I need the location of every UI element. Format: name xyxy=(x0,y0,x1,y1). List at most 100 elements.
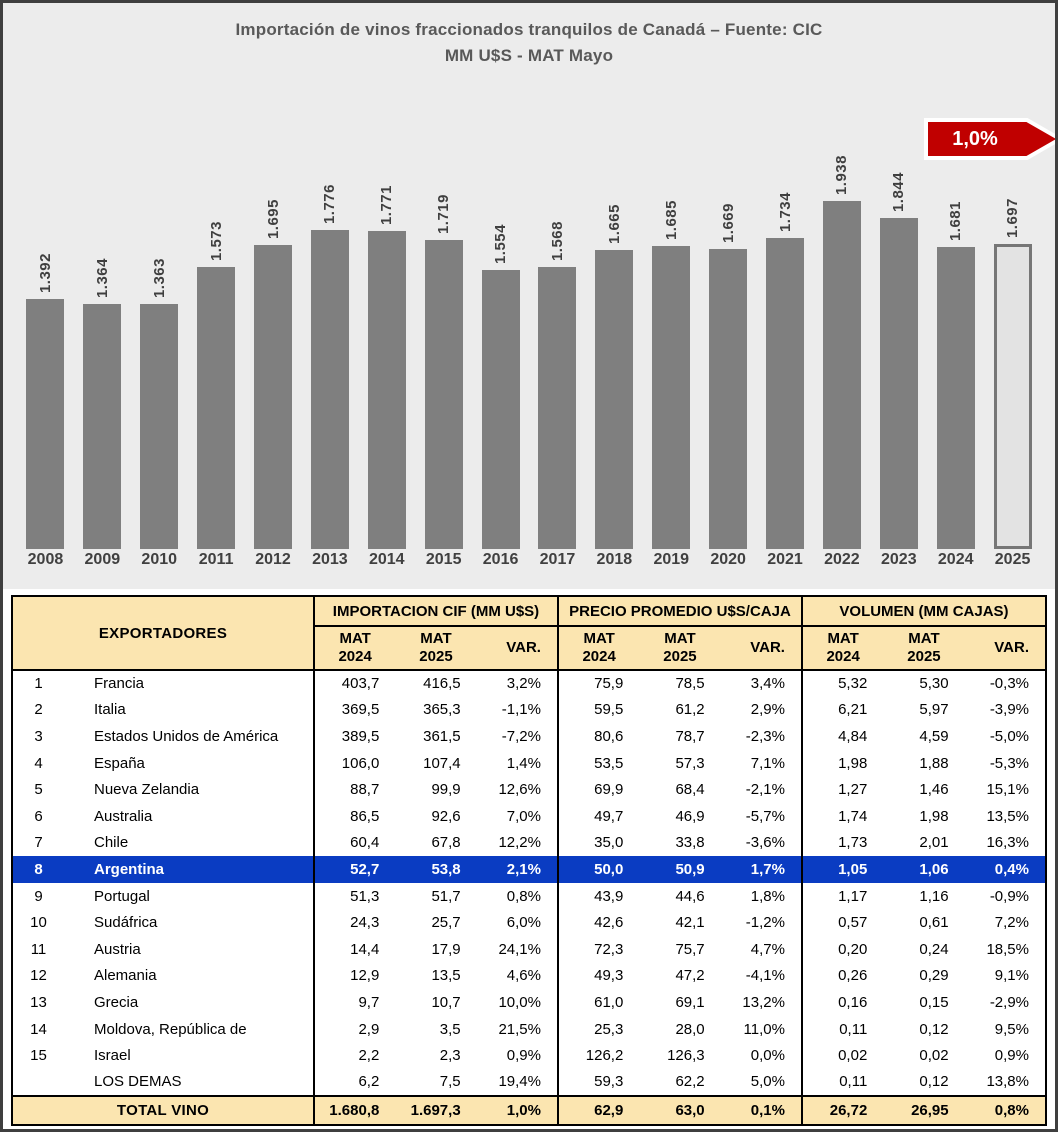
cell-cif-mat2025: 53,8 xyxy=(395,856,477,883)
cell-cif-var: 0,9% xyxy=(476,1042,558,1069)
exportadores-header: EXPORTADORES xyxy=(12,596,314,671)
row-rank: 1 xyxy=(12,670,64,697)
x-axis-label: 2025 xyxy=(994,551,1031,568)
cell-precio-var: 13,2% xyxy=(720,989,802,1016)
bar-chart-section: Importación de vinos fraccionados tranqu… xyxy=(3,3,1055,589)
cell-precio-var: 2,9% xyxy=(720,696,802,724)
row-exporter-name: Grecia xyxy=(64,989,314,1016)
subheader-volumen-mat2024: MAT 2024 xyxy=(800,626,884,671)
cell-cif-mat2024: 12,9 xyxy=(312,962,396,990)
row-rank: 4 xyxy=(12,749,64,777)
cell-volumen-mat2024: 0,11 xyxy=(800,1015,884,1043)
cell-cif-var: 3,2% xyxy=(476,670,558,697)
cell-cif-mat2024: 51,3 xyxy=(312,882,396,910)
subheader-cif-mat2025: MAT 2025 xyxy=(395,626,477,671)
total-precio-var: 0,1% xyxy=(720,1094,802,1125)
cell-volumen-var: 13,8% xyxy=(964,1068,1046,1096)
cell-precio-mat2024: 59,5 xyxy=(556,696,640,724)
cell-cif-var: 4,6% xyxy=(476,962,558,990)
table-row: 12 Alemania 12,9 13,5 4,6% 49,3 47,2 -4,1% 0,26 0… xyxy=(12,962,1046,990)
cell-precio-var: 1,8% xyxy=(720,882,802,910)
bar-column: 1.771 xyxy=(358,185,415,549)
subheader-precio-mat2024: MAT 2024 xyxy=(556,626,640,671)
cell-volumen-var: -5,0% xyxy=(964,723,1046,750)
table-row: 5 Nueva Zelandia 88,7 99,9 12,6% 69,9 68,4 -2,1… xyxy=(12,776,1046,803)
x-axis-label: 2019 xyxy=(653,551,690,568)
row-exporter-name: Israel xyxy=(64,1042,314,1069)
row-exporter-name: España xyxy=(64,749,314,777)
cell-volumen-mat2024: 5,32 xyxy=(800,670,884,697)
bar-column: 1.844 xyxy=(870,172,927,549)
cell-volumen-var: -0,9% xyxy=(964,882,1046,910)
cell-precio-mat2025: 78,5 xyxy=(639,670,721,697)
cell-cif-mat2024: 9,7 xyxy=(312,989,396,1016)
cell-cif-mat2024: 2,2 xyxy=(312,1042,396,1069)
cell-volumen-mat2025: 0,02 xyxy=(883,1042,965,1069)
cell-volumen-var: 16,3% xyxy=(964,829,1046,857)
table-group-header-row: EXPORTADORES IMPORTACION CIF (MM U$S) PR… xyxy=(12,596,1046,671)
cell-volumen-var: -2,9% xyxy=(964,989,1046,1016)
cell-cif-mat2025: 67,8 xyxy=(395,829,477,857)
cell-volumen-mat2024: 4,84 xyxy=(800,723,884,750)
cell-cif-mat2025: 51,7 xyxy=(395,882,477,910)
cell-cif-mat2024: 2,9 xyxy=(312,1015,396,1043)
table-row: 10 Sudáfrica 24,3 25,7 6,0% 42,6 42,1 -1,2% 0,57… xyxy=(12,909,1046,936)
bar xyxy=(140,304,179,549)
row-exporter-name: Australia xyxy=(64,802,314,830)
cell-precio-mat2025: 42,1 xyxy=(639,909,721,936)
row-rank: 9 xyxy=(12,882,64,910)
table-row: 1 Francia 403,7 416,5 3,2% 75,9 78,5 3,4% 5,32 5,… xyxy=(12,670,1046,697)
bar-column: 1.719 xyxy=(415,194,472,549)
growth-badge-value: 1,0% xyxy=(952,127,998,150)
cell-precio-mat2025: 78,7 xyxy=(639,723,721,750)
cell-cif-mat2025: 2,3 xyxy=(395,1042,477,1069)
cell-volumen-var: 18,5% xyxy=(964,935,1046,963)
bar-value-label: 1.685 xyxy=(662,199,680,240)
bar-value-label: 1.771 xyxy=(378,184,396,225)
cell-volumen-mat2024: 0,20 xyxy=(800,935,884,963)
row-rank: 12 xyxy=(12,962,64,990)
cell-cif-var: 12,2% xyxy=(476,829,558,857)
cell-volumen-mat2025: 4,59 xyxy=(883,723,965,750)
cell-precio-mat2024: 72,3 xyxy=(556,935,640,963)
row-rank: 11 xyxy=(12,935,64,963)
bar-value-label: 1.554 xyxy=(492,223,510,264)
x-axis-labels: 2008 2009 2010 2011 2012 2013 2014 2015 2016 2017… xyxy=(3,549,1055,569)
cell-volumen-mat2024: 6,21 xyxy=(800,696,884,724)
row-exporter-name: Italia xyxy=(64,696,314,724)
cell-precio-mat2025: 33,8 xyxy=(639,829,721,857)
cell-precio-mat2025: 28,0 xyxy=(639,1015,721,1043)
table-row-highlighted: 8 Argentina 52,7 53,8 2,1% 50,0 50,9 1,7% 1,05 1,… xyxy=(12,856,1046,883)
bar-value-label: 1.568 xyxy=(548,220,566,261)
cell-cif-mat2025: 107,4 xyxy=(395,749,477,777)
cell-volumen-mat2025: 5,30 xyxy=(883,670,965,697)
cell-volumen-mat2024: 0,57 xyxy=(800,909,884,936)
row-rank: 10 xyxy=(12,909,64,936)
chart-title-line2: MM U$S - MAT Mayo xyxy=(444,46,614,65)
table-row: 11 Austria 14,4 17,9 24,1% 72,3 75,7 4,7% 0,20 0,… xyxy=(12,935,1046,963)
bar xyxy=(595,250,634,549)
cell-precio-var: 3,4% xyxy=(720,670,802,697)
cell-cif-var: 2,1% xyxy=(476,856,558,883)
cell-precio-var: -2,1% xyxy=(720,776,802,803)
cell-precio-mat2024: 42,6 xyxy=(556,909,640,936)
cell-volumen-var: -5,3% xyxy=(964,749,1046,777)
chart-title-line1: Importación de vinos fraccionados tranqu… xyxy=(235,20,823,39)
total-label: TOTAL VINO xyxy=(12,1094,314,1125)
bar xyxy=(26,299,65,549)
bar-column: 1.573 xyxy=(188,221,245,549)
bar-column: 1.392 xyxy=(17,253,74,549)
total-cif-mat2024: 1.680,8 xyxy=(312,1094,396,1125)
cell-precio-var: -1,2% xyxy=(720,909,802,936)
bar-value-label: 1.776 xyxy=(321,183,339,224)
total-volumen-mat2025: 26,95 xyxy=(883,1094,965,1125)
total-cif-mat2025: 1.697,3 xyxy=(395,1094,477,1125)
cell-volumen-var: -0,3% xyxy=(964,670,1046,697)
bar-column: 1.363 xyxy=(131,258,188,549)
cell-volumen-mat2025: 1,88 xyxy=(883,749,965,777)
cell-volumen-mat2025: 0,24 xyxy=(883,935,965,963)
subheader-volumen-var: VAR. xyxy=(964,626,1046,671)
cell-precio-var: -3,6% xyxy=(720,829,802,857)
bar-value-label: 1.697 xyxy=(1004,197,1022,238)
bar-value-label: 1.844 xyxy=(890,171,908,212)
